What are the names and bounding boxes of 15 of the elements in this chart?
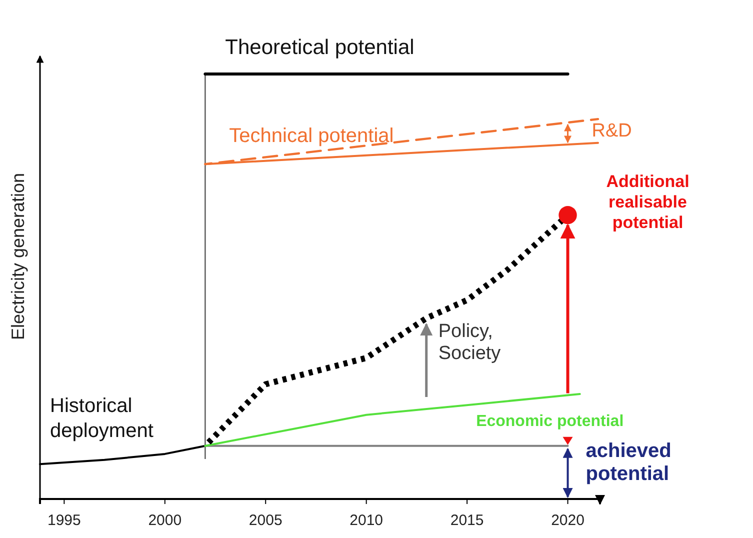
x-tick-label: 2005: [248, 512, 282, 529]
text: Additional realisable potential: [606, 172, 690, 232]
series-label: Technical potential: [229, 125, 394, 148]
series-label: Economic potential: [476, 413, 624, 430]
annotation: R&D: [592, 120, 632, 142]
series-label: Theoretical potential: [225, 36, 414, 59]
annotation: Policy, Society: [438, 321, 502, 364]
series-label: Historical deployment: [50, 395, 154, 442]
x-tick-label: 2000: [148, 512, 182, 529]
x-tick-label: 2015: [450, 512, 484, 529]
x-tick-label: 2010: [350, 512, 384, 529]
y-axis-title: Electricity generation: [8, 172, 28, 340]
x-tick-label: 2020: [551, 512, 584, 529]
annotation: achieved potential: [586, 440, 672, 485]
x-tick-label: 1995: [47, 512, 81, 529]
